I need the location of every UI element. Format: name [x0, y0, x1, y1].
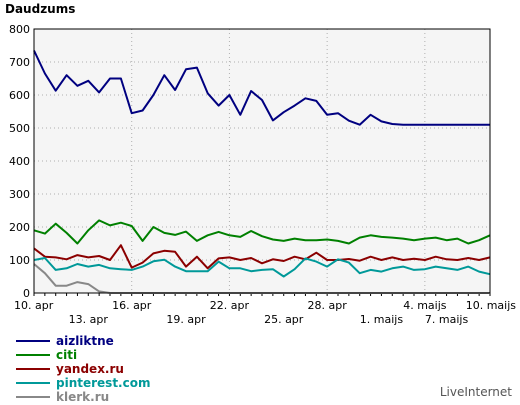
x-tick-label: 10. maijs	[466, 299, 517, 312]
y-tick-label: 200	[9, 221, 30, 234]
legend-swatch	[16, 395, 50, 398]
y-tick-label: 600	[9, 89, 30, 102]
x-tick-label: 13. apr	[69, 313, 109, 326]
legend-label: aizliktne	[56, 334, 114, 348]
x-tick-label: 1. maijs	[360, 313, 404, 326]
x-tick-label: 25. apr	[264, 313, 304, 326]
x-tick-label: 4. maijs	[403, 299, 447, 312]
legend-label: citi	[56, 348, 78, 362]
legend-item: klerk.ru	[16, 390, 150, 404]
x-tick-label: 28. apr	[308, 299, 348, 312]
x-tick-label: 16. apr	[112, 299, 152, 312]
y-tick-label: 0	[23, 287, 30, 300]
legend: aizliktne citi yandex.ru pinterest.com klerk…	[16, 334, 150, 404]
x-tick-label: 10. apr	[14, 299, 54, 312]
x-axis-ticks: 10. apr 16. apr 22. apr 28. apr 4. maijs 10. …	[14, 293, 516, 326]
x-tick-label: 22. apr	[210, 299, 250, 312]
series-line-pinterest-com	[33, 257, 491, 278]
legend-swatch	[16, 339, 50, 342]
y-tick-label: 700	[9, 56, 30, 69]
legend-label: yandex.ru	[56, 362, 124, 376]
legend-swatch	[16, 353, 50, 356]
series-line-yandex-ru	[33, 244, 491, 270]
legend-item: pinterest.com	[16, 376, 150, 390]
y-tick-label: 300	[9, 188, 30, 201]
legend-item: citi	[16, 348, 150, 362]
series-line-aizliktne	[33, 50, 490, 126]
legend-label: pinterest.com	[56, 376, 151, 390]
legend-label: klerk.ru	[56, 390, 110, 404]
y-tick-label: 800	[9, 23, 30, 36]
series-line-citi	[33, 219, 491, 245]
x-tick-label: 7. maijs	[425, 313, 469, 326]
legend-item: aizliktne	[16, 334, 150, 348]
chart-title: Daudzums	[5, 2, 76, 16]
y-tick-label: 500	[9, 122, 30, 135]
legend-swatch	[16, 381, 50, 384]
y-axis-ticks: 0 100 200 300 400 500 600 700 800	[9, 23, 30, 300]
plot-border	[33, 28, 491, 294]
y-tick-label: 400	[9, 155, 30, 168]
brand-label: LiveInternet	[439, 385, 512, 399]
x-tick-label: 19. apr	[166, 313, 206, 326]
legend-swatch	[16, 367, 50, 370]
legend-item: yandex.ru	[16, 362, 150, 376]
y-tick-label: 100	[9, 254, 30, 267]
